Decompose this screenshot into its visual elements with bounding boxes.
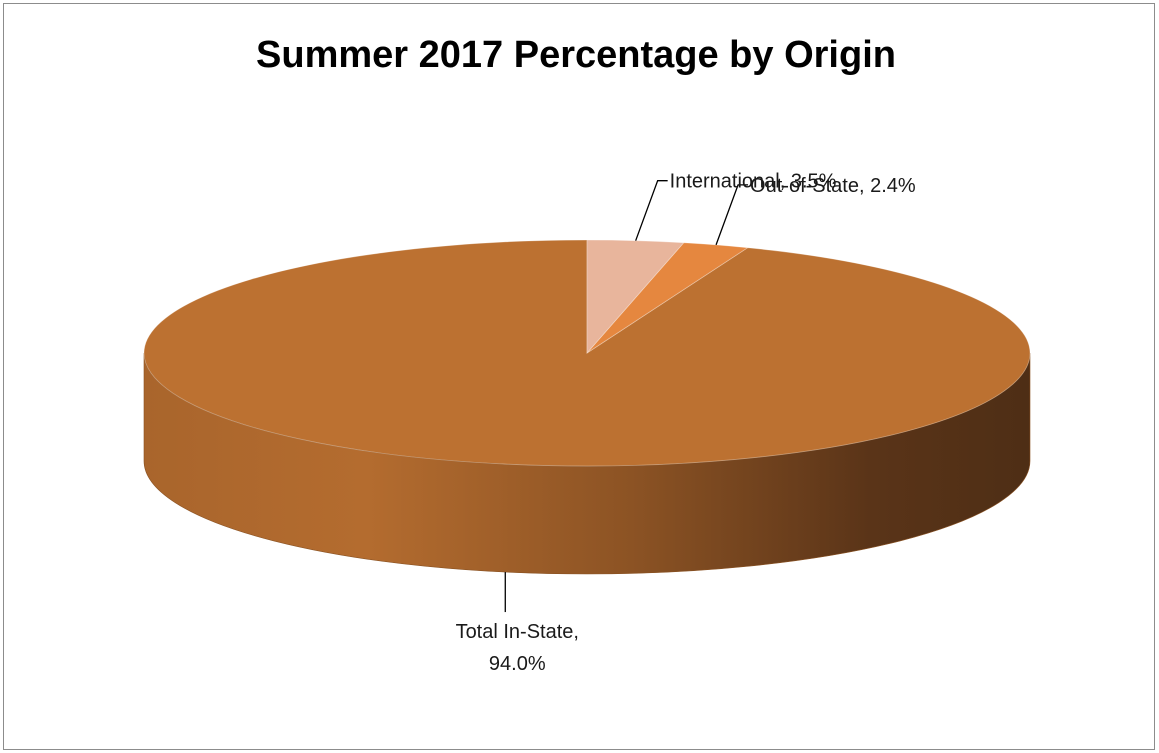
data-label-text: 94.0% — [489, 653, 546, 675]
data-label-total-in-state: Total In-State, 94.0% — [456, 572, 579, 675]
data-label-text: Total In-State, — [456, 621, 579, 643]
chart-title: Summer 2017 Percentage by Origin — [256, 34, 896, 76]
pie-slice-international — [586, 239, 685, 355]
leader-line — [635, 180, 668, 241]
leader-line — [715, 184, 749, 246]
data-label-text: International, 3.5% — [670, 171, 837, 193]
data-label-out-of-state: Out-of-State, 2.4% — [715, 175, 916, 246]
pie-slice-total-in-state — [143, 239, 1031, 467]
data-label-international: International, 3.5% — [635, 171, 837, 241]
data-label-text: Out-of-State, 2.4% — [750, 175, 916, 197]
